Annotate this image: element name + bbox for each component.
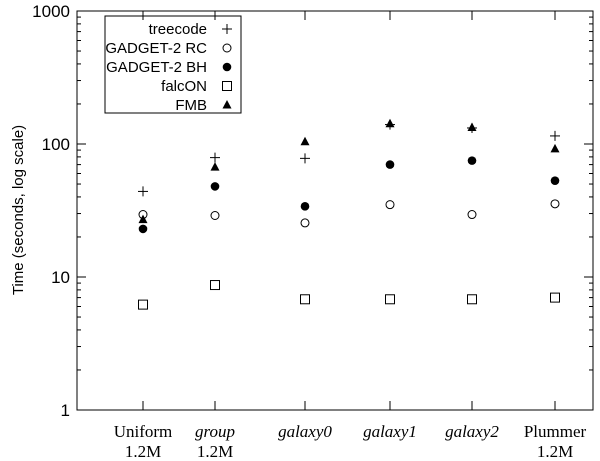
point-circle-filled bbox=[385, 160, 395, 169]
x-tick-label: galaxy2 bbox=[445, 422, 499, 441]
point-square-open bbox=[210, 280, 220, 291]
legend-marker-square-open bbox=[222, 81, 232, 91]
axes bbox=[76, 10, 594, 411]
data-points bbox=[138, 118, 560, 310]
legend-marker-triangle-filled bbox=[222, 100, 232, 109]
x-tick-sublabel: 1.2M bbox=[537, 442, 573, 461]
point-circle-filled bbox=[138, 224, 148, 234]
point-square-open bbox=[300, 294, 310, 305]
point-square-open bbox=[467, 294, 477, 305]
point-triangle-filled bbox=[138, 214, 148, 224]
y-ticks: 1 10 100 1000 bbox=[32, 2, 593, 420]
point-square-open bbox=[385, 294, 395, 305]
y-axis-label: Time (seconds, log scale) bbox=[10, 125, 27, 295]
point-plus bbox=[550, 130, 560, 141]
point-square-open bbox=[550, 292, 560, 303]
plot-frame bbox=[76, 10, 594, 411]
y-tick-label: 10 bbox=[51, 268, 70, 287]
point-triangle-filled bbox=[550, 143, 560, 153]
legend-box bbox=[104, 15, 242, 114]
legend-label: FMB bbox=[175, 97, 207, 114]
x-tick-label: Plummer bbox=[524, 422, 587, 441]
y-tick-label: 1000 bbox=[32, 2, 70, 21]
point-circle-open bbox=[300, 218, 310, 228]
point-triangle-filled bbox=[300, 136, 310, 146]
point-plus bbox=[210, 152, 220, 163]
point-circle-filled bbox=[210, 182, 220, 191]
legend-label: treecode bbox=[149, 21, 207, 38]
x-tick-label: galaxy0 bbox=[278, 422, 332, 441]
legend-label: GADGET-2 RC bbox=[105, 40, 207, 57]
point-circle-filled bbox=[550, 176, 560, 185]
point-circle-filled bbox=[467, 156, 477, 165]
point-plus bbox=[138, 186, 148, 197]
legend-label: falcON bbox=[161, 78, 207, 95]
legend-marker-circle-filled bbox=[222, 62, 232, 72]
point-triangle-filled bbox=[467, 122, 477, 132]
point-triangle-filled bbox=[210, 162, 220, 171]
y-tick-label: 100 bbox=[42, 135, 70, 154]
legend-marker-circle-open bbox=[222, 43, 232, 53]
x-tick-label: group bbox=[195, 422, 235, 441]
point-circle-open bbox=[210, 211, 220, 221]
x-tick-sublabel: 1.2M bbox=[197, 442, 233, 461]
legend-label: GADGET-2 BH bbox=[106, 59, 207, 76]
x-tick-label: Uniform bbox=[114, 422, 173, 441]
legend: treecode GADGET-2 RC GADGET-2 BH falcON FMB bbox=[104, 15, 242, 114]
point-circle-open bbox=[467, 210, 477, 220]
y-tick-label: 1 bbox=[61, 401, 70, 420]
x-tick-sublabel: 1.2M bbox=[125, 442, 161, 461]
point-circle-filled bbox=[300, 202, 310, 211]
point-plus bbox=[300, 153, 310, 164]
point-square-open bbox=[138, 299, 148, 310]
legend-marker-plus bbox=[222, 24, 232, 34]
point-circle-open bbox=[385, 200, 395, 210]
point-circle-open bbox=[550, 199, 560, 209]
x-tick-label: galaxy1 bbox=[363, 422, 417, 441]
point-triangle-filled bbox=[385, 118, 395, 128]
